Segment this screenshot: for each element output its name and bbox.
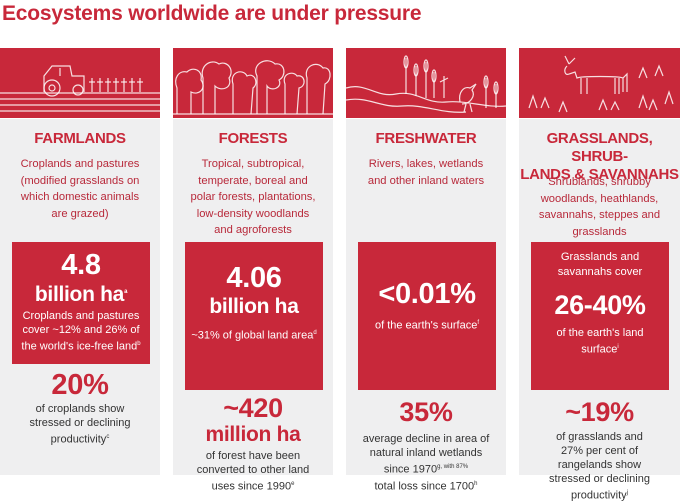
stat-box-grasslands: Grasslands and savannahs cover 26-40% of… <box>531 242 669 390</box>
stat-box-forests: 4.06 billion ha ~31% of global land area… <box>185 242 323 390</box>
box-value: <0.01% <box>378 278 476 310</box>
column-forests: FORESTS Tropical, subtropical, temperate… <box>173 48 333 493</box>
banner-divider <box>519 118 680 119</box>
footer-stat-grasslands: ~19% of grasslands and 27% per cent of r… <box>521 394 678 503</box>
description-freshwater: Rivers, lakes, wetlands and other inland… <box>367 158 485 187</box>
footer-stat-farmlands: 20% of croplands show stressed or declin… <box>2 368 158 447</box>
banner-forests <box>173 48 333 118</box>
banner-freshwater <box>346 48 506 118</box>
box-value: 4.06 <box>226 262 282 294</box>
banner-divider <box>0 118 160 119</box>
column-farmlands: FARMLANDS Croplands and pastures (modifi… <box>0 48 160 475</box>
banner-grasslands <box>519 48 680 118</box>
description-farmlands: Croplands and pastures (modified grassla… <box>20 158 140 220</box>
grassland-grazer-icon <box>528 55 674 113</box>
box-text: ~31% of global land aread <box>191 329 317 342</box>
box-top-text: Grasslands and savannahs cover <box>557 251 643 278</box>
footer-text: of croplands show stressed or declining … <box>29 403 131 446</box>
wetland-heron-icon <box>346 55 506 113</box>
heading-forests: FORESTS <box>218 130 288 147</box>
footer-text: average decline in area of natural inlan… <box>362 433 490 493</box>
description-grasslands: Shrublands, shrubby woodlands, heathland… <box>538 176 661 238</box>
footer-text: of forest have been converted to other l… <box>196 450 310 493</box>
heading-grasslands: GRASSLANDS, SHRUB- LANDS & SAVANNAHS <box>520 130 679 183</box>
box-value: 4.8 <box>61 249 101 281</box>
column-freshwater: FRESHWATER Rivers, lakes, wetlands and o… <box>346 48 506 492</box>
footer-stat-freshwater: 35% average decline in area of natural i… <box>348 394 504 493</box>
banner-divider <box>346 118 506 119</box>
footer-stat-forests: ~420 million ha of forest have been conv… <box>175 394 331 494</box>
box-text: of the earth's surfacef <box>374 319 480 332</box>
column-grasslands: GRASSLANDS, SHRUB- LANDS & SAVANNAHS Shr… <box>519 48 680 502</box>
heading-freshwater: FRESHWATER <box>375 130 477 147</box>
footer-text: of grasslands and 27% per cent of rangel… <box>549 431 650 502</box>
box-text: Croplands and pastures cover ~12% and 26… <box>21 310 141 353</box>
heading-farmlands: FARMLANDS <box>34 130 126 147</box>
banner-farmlands <box>0 48 160 118</box>
stat-box-farmlands: 4.8 billion haa Croplands and pastures c… <box>12 242 150 364</box>
stat-box-freshwater: <0.01% of the earth's surfacef <box>358 242 496 390</box>
banner-divider <box>173 118 333 119</box>
tractor-field-icon <box>0 65 160 112</box>
page-title: Ecosystems worldwide are under pressure <box>2 2 422 25</box>
description-forests: Tropical, subtropical, temperate, boreal… <box>190 158 316 236</box>
box-unit: billion haa <box>34 283 128 306</box>
forest-trees-icon <box>173 60 333 115</box>
box-value: 26-40% <box>554 290 646 320</box>
box-text: of the earth's land surfacei <box>556 327 644 356</box>
box-unit: billion ha <box>209 295 299 318</box>
